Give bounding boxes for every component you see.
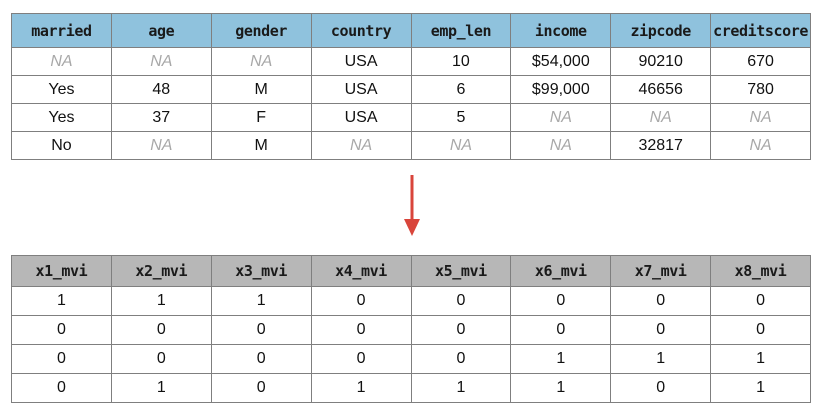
- table-cell: 1: [710, 373, 811, 403]
- table-cell: 1: [410, 373, 512, 403]
- table-row: 0 0 0 0 0 1 1 1: [11, 344, 811, 374]
- table-cell: 0: [610, 373, 712, 403]
- table-cell: NA: [510, 131, 612, 160]
- table-row: No NA M NA NA NA 32817 NA: [11, 131, 811, 160]
- table-cell: 46656: [610, 75, 712, 104]
- table-cell: 0: [110, 344, 212, 374]
- table-cell: NA: [310, 131, 412, 160]
- table-cell: 0: [410, 315, 512, 345]
- table-cell: 0: [310, 315, 412, 345]
- table-cell: 0: [710, 315, 811, 345]
- table-cell: USA: [310, 75, 412, 104]
- table-row: Yes 37 F USA 5 NA NA NA: [11, 103, 811, 132]
- table-cell: Yes: [11, 103, 112, 132]
- table-cell: 0: [11, 373, 112, 403]
- table-cell: 0: [210, 373, 312, 403]
- table-cell: 5: [410, 103, 512, 132]
- column-header-x3-mvi: x3_mvi: [210, 255, 312, 287]
- table-cell: NA: [710, 131, 811, 160]
- table-cell: $99,000: [510, 75, 612, 104]
- table-cell: 0: [410, 344, 512, 374]
- table-cell: 10: [410, 47, 512, 76]
- column-header-x6-mvi: x6_mvi: [510, 255, 612, 287]
- header-row: married age gender country emp_len incom…: [11, 13, 811, 48]
- table-cell: NA: [410, 131, 512, 160]
- table-cell: NA: [710, 103, 811, 132]
- table-cell: 1: [510, 344, 612, 374]
- table-row: 0 1 0 1 1 1 0 1: [11, 373, 811, 403]
- table-cell: 0: [310, 286, 412, 316]
- header-row: x1_mvi x2_mvi x3_mvi x4_mvi x5_mvi x6_mv…: [11, 255, 811, 287]
- table-cell: USA: [310, 47, 412, 76]
- table-cell: 1: [110, 286, 212, 316]
- table-cell: NA: [11, 47, 112, 76]
- table-cell: 0: [610, 286, 712, 316]
- table-cell: M: [210, 131, 312, 160]
- table-cell: 0: [710, 286, 811, 316]
- table-cell: 0: [510, 286, 612, 316]
- table-row: Yes 48 M USA 6 $99,000 46656 780: [11, 75, 811, 104]
- column-header-gender: gender: [210, 13, 312, 48]
- table-cell: $54,000: [510, 47, 612, 76]
- column-header-country: country: [310, 13, 412, 48]
- table-row: 1 1 1 0 0 0 0 0: [11, 286, 811, 316]
- column-header-x2-mvi: x2_mvi: [110, 255, 212, 287]
- column-header-emp-len: emp_len: [410, 13, 512, 48]
- table-cell: 90210: [610, 47, 712, 76]
- arrow-down-icon: [404, 175, 420, 236]
- table-cell: 1: [710, 344, 811, 374]
- table-cell: 6: [410, 75, 512, 104]
- column-header-x4-mvi: x4_mvi: [310, 255, 412, 287]
- missing-value-indicator-table: x1_mvi x2_mvi x3_mvi x4_mvi x5_mvi x6_mv…: [11, 255, 811, 403]
- table-cell: 1: [110, 373, 212, 403]
- table-cell: 0: [410, 286, 512, 316]
- table-cell: 1: [210, 286, 312, 316]
- column-header-creditscore: creditscore: [710, 13, 811, 48]
- table-cell: NA: [210, 47, 312, 76]
- table-cell: 0: [110, 315, 212, 345]
- table-row: 0 0 0 0 0 0 0 0: [11, 315, 811, 345]
- table-cell: 0: [11, 315, 112, 345]
- table-cell: 1: [11, 286, 112, 316]
- table-cell: F: [210, 103, 312, 132]
- original-data-table: married age gender country emp_len incom…: [11, 13, 811, 160]
- table-cell: 670: [710, 47, 811, 76]
- table-row: NA NA NA USA 10 $54,000 90210 670: [11, 47, 811, 76]
- table-cell: NA: [610, 103, 712, 132]
- table-cell: 780: [710, 75, 811, 104]
- table-cell: 48: [110, 75, 212, 104]
- column-header-income: income: [510, 13, 612, 48]
- table-cell: 0: [510, 315, 612, 345]
- column-header-x7-mvi: x7_mvi: [610, 255, 712, 287]
- table-cell: 0: [610, 315, 712, 345]
- table-cell: 1: [610, 344, 712, 374]
- table-cell: 32817: [610, 131, 712, 160]
- table-cell: No: [11, 131, 112, 160]
- table-cell: NA: [510, 103, 612, 132]
- column-header-married: married: [11, 13, 112, 48]
- table-cell: 0: [310, 344, 412, 374]
- column-header-zipcode: zipcode: [610, 13, 712, 48]
- column-header-x8-mvi: x8_mvi: [710, 255, 811, 287]
- column-header-age: age: [110, 13, 212, 48]
- table-cell: NA: [110, 131, 212, 160]
- column-header-x5-mvi: x5_mvi: [410, 255, 512, 287]
- table-cell: 0: [210, 315, 312, 345]
- table-cell: NA: [110, 47, 212, 76]
- table-cell: 1: [310, 373, 412, 403]
- table-cell: 0: [11, 344, 112, 374]
- table-cell: USA: [310, 103, 412, 132]
- table-cell: M: [210, 75, 312, 104]
- column-header-x1-mvi: x1_mvi: [11, 255, 112, 287]
- table-cell: 37: [110, 103, 212, 132]
- table-cell: 0: [210, 344, 312, 374]
- table-cell: 1: [510, 373, 612, 403]
- table-cell: Yes: [11, 75, 112, 104]
